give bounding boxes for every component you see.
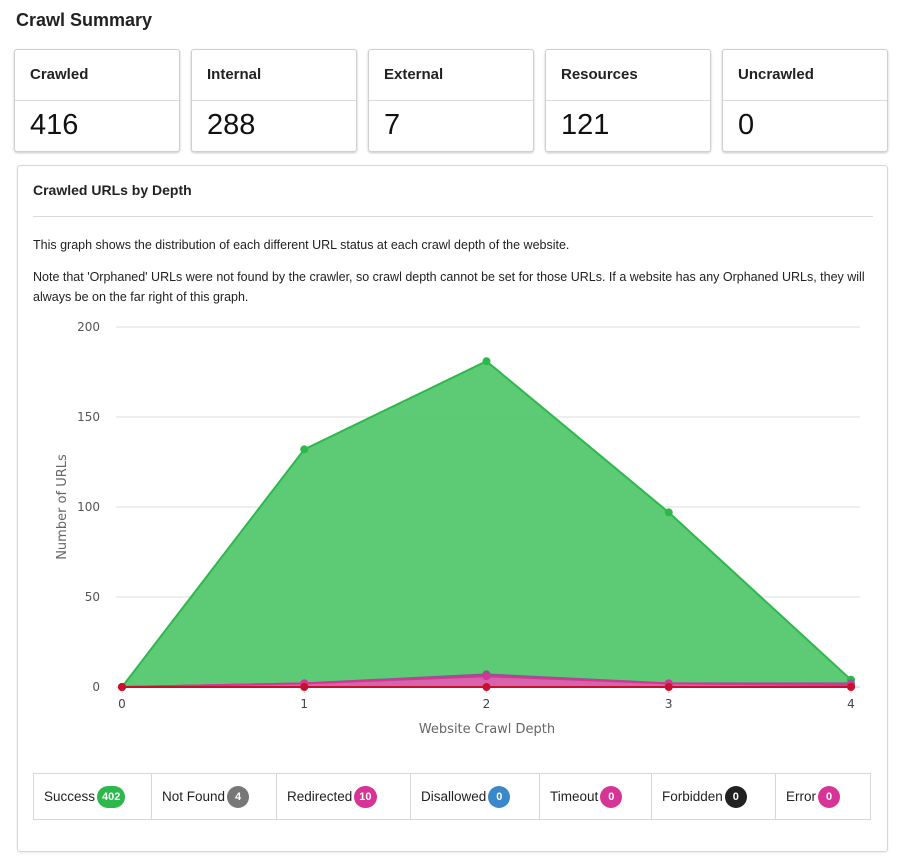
legend-label: Success [44, 789, 96, 804]
x-tick-label: 0 [118, 697, 126, 711]
card-internal[interactable]: Internal 288 [191, 49, 357, 152]
card-value: 416 [30, 109, 79, 141]
card-value: 121 [561, 109, 610, 141]
legend-item-disallowed[interactable]: Disallowed 0 [411, 774, 540, 819]
legend-label: Disallowed [421, 789, 487, 804]
card-external[interactable]: External 7 [368, 49, 534, 152]
y-tick-label: 100 [77, 500, 100, 514]
panel-description: This graph shows the distribution of eac… [33, 238, 570, 252]
y-tick-label: 150 [77, 410, 100, 424]
card-uncrawled[interactable]: Uncrawled 0 [722, 49, 888, 152]
status-legend: Success 402 Not Found 4 Redirected 10 Di… [33, 773, 871, 820]
x-tick-label: 4 [847, 697, 855, 711]
x-axis-title: Website Crawl Depth [419, 722, 555, 737]
count-badge: 0 [818, 785, 840, 808]
data-point-success [482, 357, 491, 366]
y-tick-label: 200 [77, 320, 100, 334]
data-point-redirected [482, 672, 491, 681]
count-badge: 10 [354, 785, 377, 808]
card-label: Crawled [15, 50, 179, 101]
count-badge: 0 [600, 785, 623, 808]
data-point-error [664, 683, 673, 691]
series-area-success [122, 361, 851, 687]
data-point-error [847, 683, 855, 691]
panel-title: Crawled URLs by Depth [33, 182, 192, 198]
summary-cards: Crawled 416 Internal 288 External 7 Reso… [14, 49, 888, 152]
legend-label: Redirected [287, 789, 353, 804]
card-crawled[interactable]: Crawled 416 [14, 49, 180, 152]
count-badge: 402 [97, 785, 126, 808]
data-point-error [118, 683, 126, 691]
card-resources[interactable]: Resources 121 [545, 49, 711, 152]
count-badge: 0 [488, 785, 511, 808]
data-point-error [482, 683, 491, 691]
y-tick-label: 50 [85, 590, 100, 604]
card-label: Uncrawled [723, 50, 887, 101]
card-label: Internal [192, 50, 356, 101]
card-label: External [369, 50, 533, 101]
panel-divider [33, 216, 873, 217]
legend-label: Not Found [162, 789, 226, 804]
y-tick-label: 0 [92, 680, 100, 694]
card-label: Resources [546, 50, 710, 101]
legend-item-not-found[interactable]: Not Found 4 [152, 774, 277, 819]
legend-item-timeout[interactable]: Timeout 0 [540, 774, 652, 819]
count-badge: 0 [724, 785, 747, 808]
data-point-success [300, 445, 309, 454]
legend-label: Error [786, 789, 816, 804]
legend-item-redirected[interactable]: Redirected 10 [277, 774, 411, 819]
card-value: 7 [384, 109, 401, 141]
count-badge: 4 [227, 785, 250, 808]
x-tick-label: 2 [483, 697, 491, 711]
data-point-error [300, 683, 309, 691]
x-tick-label: 1 [300, 697, 308, 711]
panel-note: Note that 'Orphaned' URLs were not found… [33, 270, 865, 304]
y-axis-title: Number of URLs [55, 454, 70, 560]
legend-label: Timeout [550, 789, 599, 804]
legend-item-error[interactable]: Error 0 [776, 774, 870, 819]
page-title: Crawl Summary [16, 10, 153, 30]
data-point-success [664, 508, 673, 517]
x-tick-label: 3 [665, 697, 673, 711]
legend-item-forbidden[interactable]: Forbidden 0 [652, 774, 776, 819]
card-value: 288 [207, 109, 256, 141]
legend-item-success[interactable]: Success 402 [34, 774, 152, 819]
card-value: 0 [738, 109, 755, 141]
legend-label: Forbidden [662, 789, 723, 804]
